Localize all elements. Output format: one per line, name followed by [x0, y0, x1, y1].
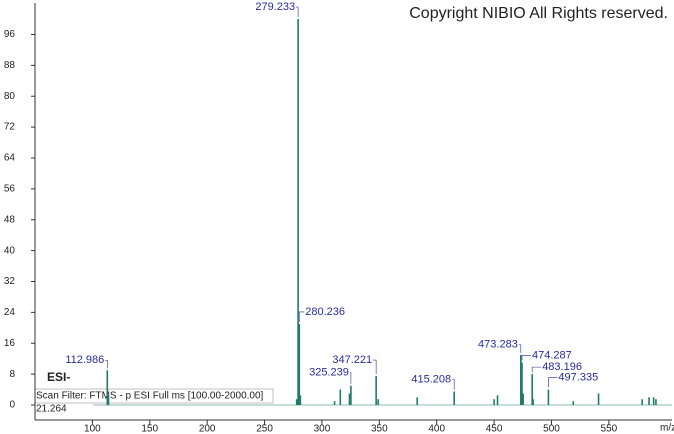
- y-tick-label: 64: [4, 153, 16, 164]
- peak-label: 483.196: [542, 361, 582, 373]
- label-bracket: [518, 344, 522, 353]
- peak-label: 474.287: [532, 349, 572, 361]
- label-bracket: [105, 359, 108, 369]
- y-tick-label: 48: [4, 214, 16, 225]
- retention-time: 21.264: [36, 404, 67, 415]
- label-bracket: [548, 377, 558, 388]
- x-tick-label: 500: [543, 424, 560, 434]
- label-bracket: [296, 6, 299, 18]
- peak-label: 497.335: [558, 371, 598, 383]
- x-axis-label: m/z: [660, 423, 674, 434]
- x-tick-label: 200: [199, 424, 216, 434]
- y-tick-label: 32: [4, 276, 16, 287]
- y-tick-label: 96: [4, 29, 16, 40]
- y-tick-label: 72: [4, 122, 16, 133]
- y-tick-label: 40: [4, 245, 16, 256]
- x-tick-label: 300: [314, 424, 331, 434]
- x-tick-label: 400: [428, 424, 445, 434]
- x-tick-label: 350: [371, 424, 388, 434]
- y-tick-label: 8: [9, 369, 15, 380]
- peak-label: 473.283: [478, 339, 518, 351]
- label-bracket: [531, 366, 542, 373]
- peak-label: 280.236: [305, 306, 345, 318]
- y-tick-label: 56: [4, 184, 16, 195]
- peak-label: 112.986: [65, 354, 104, 366]
- x-tick-label: 550: [601, 424, 618, 434]
- x-tick-label: 450: [486, 424, 503, 434]
- x-tick-label: 250: [256, 424, 273, 434]
- peak-label: 347.221: [332, 354, 372, 366]
- x-tick-label: 100: [84, 424, 101, 434]
- peak-label: 415.208: [411, 373, 451, 385]
- x-tick-label: 150: [141, 424, 158, 434]
- y-tick-label: 16: [4, 338, 16, 349]
- copyright: Copyright NIBIO All Rights reserved.: [409, 5, 668, 22]
- label-bracket: [452, 379, 455, 390]
- peak-label: 325.239: [309, 367, 349, 379]
- y-tick-label: 80: [4, 91, 16, 102]
- ionization: ESI-: [47, 370, 70, 384]
- label-bracket: [521, 355, 531, 361]
- label-bracket: [349, 372, 352, 384]
- label-bracket: [298, 311, 305, 322]
- scan-filter: Scan Filter: FTMS - p ESI Full ms [100.0…: [36, 391, 264, 402]
- peak-label: 279.233: [255, 1, 295, 13]
- label-bracket: [373, 359, 377, 375]
- y-tick-label: 24: [4, 307, 16, 318]
- y-tick-label: 0: [9, 400, 15, 411]
- y-tick-label: 88: [4, 60, 16, 71]
